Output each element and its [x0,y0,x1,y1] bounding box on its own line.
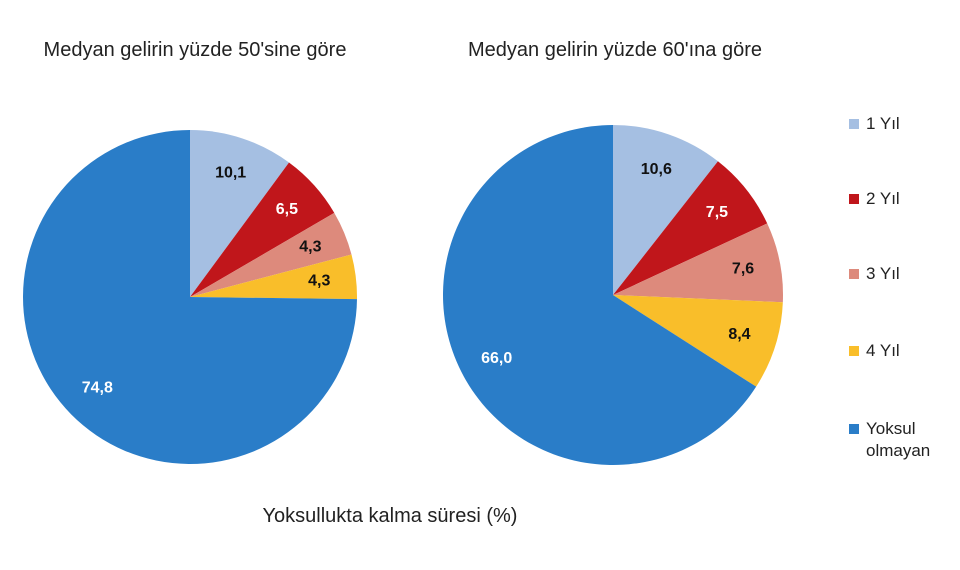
value-label: 8,4 [728,326,750,343]
pie-slice [613,161,768,295]
legend-label: 3 Yıl [866,264,900,283]
pie-slice [443,125,757,465]
legend-swatch [849,269,859,279]
legend-swatch [849,346,859,356]
value-label: 6,5 [276,201,298,218]
chart-title: Medyan gelirin yüzde 50'sine göre [43,39,347,61]
value-label: 10,6 [641,161,672,178]
legend-swatch [849,119,859,129]
legend-label: Yoksul olmayan [866,419,931,460]
legend-label: 1 Yıl [866,114,900,133]
pie-slice [23,130,357,465]
value-label: 74,8 [82,380,113,397]
value-label: 7,6 [732,260,754,277]
legend-label: 2 Yıl [866,189,900,208]
chart-title: Medyan gelirin yüzde 60'ına göre [467,39,762,61]
pie-slice [613,295,783,387]
legend-swatch [849,424,859,434]
pie-slice [190,162,335,297]
legend-label: 4 Yıl [866,341,900,360]
pie-slice [190,212,352,297]
value-label: 7,5 [706,204,728,221]
pie-slice [613,125,718,295]
value-label: 4,3 [299,238,321,255]
pie-slice [190,130,290,297]
value-label: 66,0 [481,350,512,367]
pie-slice [613,223,783,303]
value-label: 10,1 [215,164,246,181]
caption: Yoksullukta kalma süresi (%) [262,505,518,527]
pie-slice [190,254,358,300]
legend-swatch [849,194,859,204]
value-label: 4,3 [308,272,330,289]
